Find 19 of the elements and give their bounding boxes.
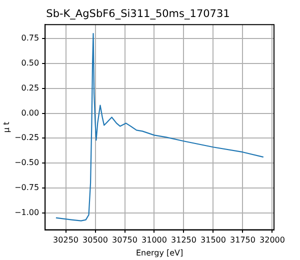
x-axis-title: Energy [eV] (136, 248, 184, 258)
y-tick-label: 0.00 (21, 108, 40, 118)
x-tick-label: 31750 (230, 236, 256, 245)
y-tick-label: 0.50 (21, 58, 40, 68)
x-tick-label: 31500 (200, 236, 226, 245)
x-tick-label: 31000 (142, 236, 167, 245)
x-tick-label: 31250 (171, 236, 196, 245)
y-tick-label: −1.00 (14, 208, 40, 217)
x-tick-label: 30750 (112, 236, 138, 245)
chart-title: Sb-K_AgSbF6_Si311_50ms_170731 (46, 8, 230, 20)
x-tick-label: 30500 (82, 236, 108, 245)
x-tick-label: 30250 (53, 236, 78, 245)
y-tick-label: 0.25 (21, 83, 40, 92)
y-tick-label: −0.75 (14, 183, 40, 192)
x-tick-label: 32000 (260, 236, 285, 245)
y-tick-label: 0.75 (21, 34, 40, 43)
y-axis-title: μ t (2, 122, 11, 133)
y-tick-label: −0.50 (14, 158, 40, 168)
y-tick-label: −0.25 (14, 133, 40, 142)
